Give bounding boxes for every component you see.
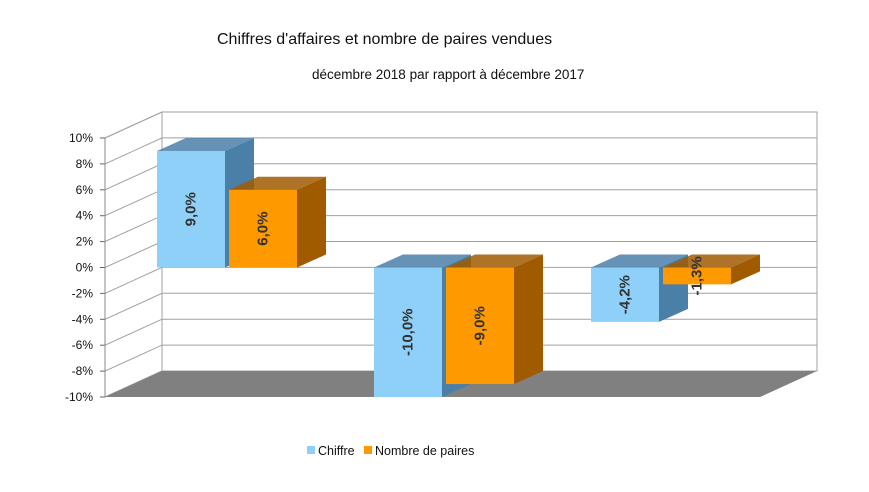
- y-tick-label: -2%: [72, 286, 94, 300]
- chart-subtitle: décembre 2018 par rapport à décembre 201…: [312, 67, 584, 82]
- y-tick-label: -6%: [72, 338, 94, 352]
- legend-label: Nombre de paires: [375, 444, 474, 458]
- bar-chiffre-top: [591, 254, 688, 268]
- data-labels: 9,0% 6,0% -10,0% -9,0% -4,2% -1,3%: [183, 192, 706, 356]
- y-tick-label: 4%: [76, 209, 94, 223]
- bar-chiffre-front: [157, 150, 225, 268]
- bar-nombre-de-paires-front: [229, 189, 297, 268]
- bar-nombre-de-paires-top: [446, 254, 543, 268]
- y-tick-label: -10%: [65, 390, 93, 404]
- data-label-nombre-de-paires: -9,0%: [472, 306, 489, 345]
- bar-nombre-de-paires-side: [731, 254, 760, 285]
- bar-nombre-de-paires: [663, 254, 760, 285]
- bar-nombre-de-paires-front: [446, 267, 514, 385]
- bar-nombre-de-paires-side: [297, 176, 326, 268]
- y-tick-label: -8%: [72, 364, 94, 378]
- legend: Chiffre Nombre de paires: [307, 444, 474, 458]
- data-label-chiffre: -10,0%: [400, 308, 417, 356]
- y-tick-label: -4%: [72, 312, 94, 326]
- legend-swatch: [364, 446, 372, 454]
- data-label-chiffre: -4,2%: [617, 275, 634, 314]
- data-label-chiffre: 9,0%: [183, 192, 200, 226]
- legend-swatch: [307, 446, 315, 454]
- y-tick-label: 8%: [76, 157, 94, 171]
- bar-chiffre-top: [157, 137, 254, 151]
- y-tick-label: 10%: [69, 131, 93, 145]
- legend-label: Chiffre: [318, 444, 355, 458]
- chart-title: Chiffres d'affaires et nombre de paires …: [217, 31, 552, 48]
- y-tick-label: 6%: [76, 183, 94, 197]
- gridline: [104, 111, 817, 139]
- bar-nombre-de-paires-front: [663, 267, 731, 285]
- bar-nombre-de-paires: [229, 176, 326, 268]
- bar-chiffre-front: [374, 267, 442, 397]
- gridline: [104, 137, 817, 165]
- bar-nombre-de-paires-side: [514, 254, 543, 385]
- data-label-nombre-de-paires: 6,0%: [255, 212, 272, 246]
- y-tick-label: 0%: [76, 261, 94, 275]
- bar-nombre-de-paires-top: [229, 176, 326, 190]
- bar-nombre-de-paires-top: [663, 254, 760, 268]
- gridline: [104, 344, 817, 372]
- bar-nombre-de-paires: [446, 254, 543, 385]
- y-tick-label: 2%: [76, 235, 94, 249]
- bars: [157, 137, 760, 397]
- bar-chiffre-top: [374, 254, 471, 268]
- y-axis: 10% 8% 6% 4% 2% 0% -2% -4% -6% -8% -10%: [65, 131, 106, 404]
- data-label-nombre-de-paires: -1,3%: [689, 256, 706, 295]
- bar-chiffre-front: [591, 267, 659, 322]
